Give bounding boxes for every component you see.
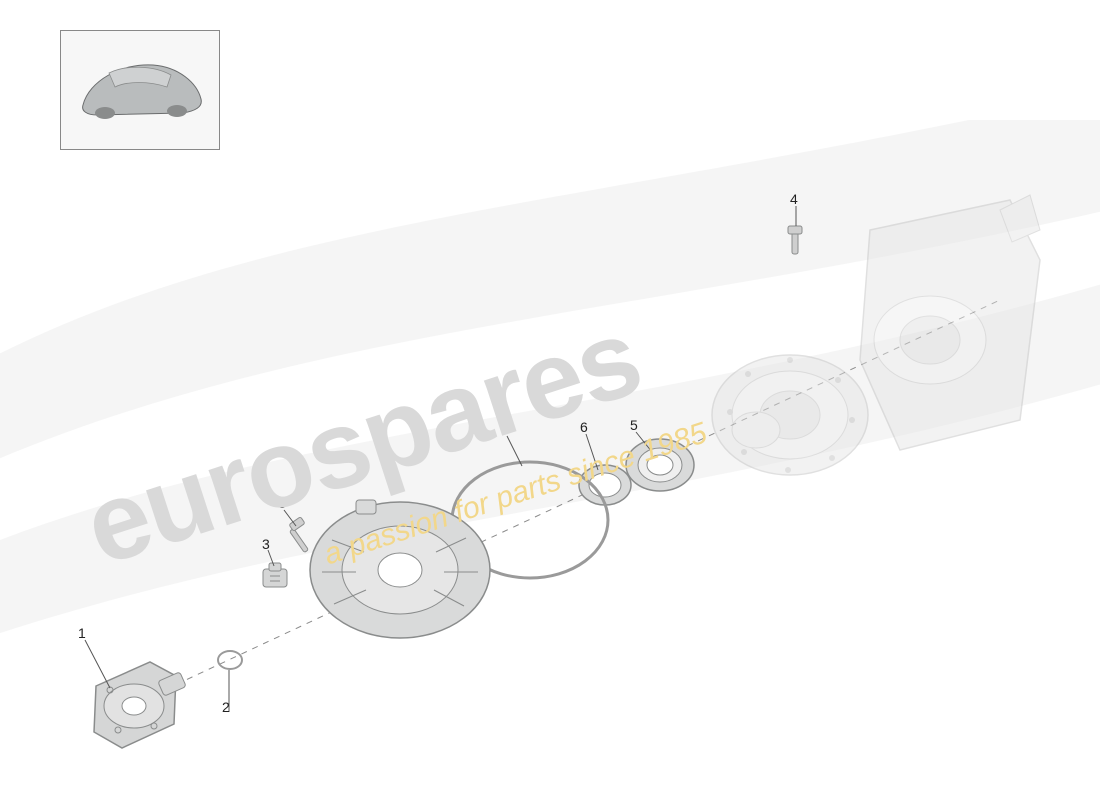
part-seal [579,465,631,505]
part-flange-shaft [94,662,186,748]
part-housing [860,195,1040,450]
part-bolt-small [289,517,309,553]
exploded-view [0,0,1100,800]
callout-4: 4 [790,191,798,207]
callout-8: 8 [278,495,286,511]
diagram-canvas: 1 2 3 4 5 6 7 8 eurospares a passion for… [0,0,1100,800]
part-bolt-top [788,226,802,254]
part-differential [712,355,868,475]
callout-6: 6 [580,419,588,435]
callout-7: 7 [501,421,509,437]
callout-1: 1 [78,625,86,641]
callout-2: 2 [222,699,230,715]
part-bearing [626,439,694,491]
callout-3: 3 [262,536,270,552]
part-plug [263,563,287,587]
callout-5: 5 [630,417,638,433]
part-cover [310,500,490,638]
part-small-oring [218,651,242,669]
